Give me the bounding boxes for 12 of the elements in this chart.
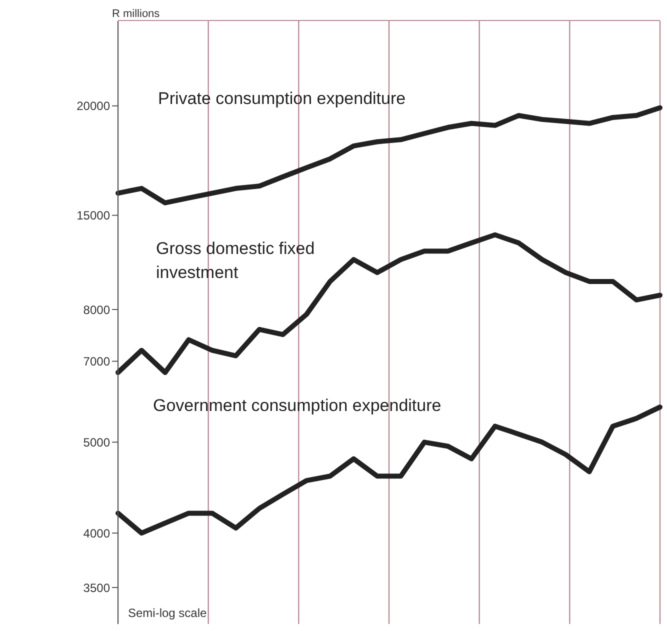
y-tick-label: 15000 bbox=[76, 208, 110, 223]
series-label: Government consumption expenditure bbox=[153, 395, 442, 417]
y-tick-label: 8000 bbox=[83, 302, 110, 317]
y-tick-label: 20000 bbox=[76, 99, 110, 114]
y-axis-title: R millions bbox=[112, 8, 161, 20]
y-tick-label: 3500 bbox=[83, 580, 110, 595]
y-tick-label: 7000 bbox=[83, 354, 110, 369]
y-tick-label: 4000 bbox=[83, 526, 110, 540]
series-label: Gross domestic fixed investment bbox=[156, 238, 316, 284]
y-tick-label: 5000 bbox=[83, 435, 110, 450]
series-label: Private consumption expenditure bbox=[158, 88, 407, 110]
annotation: Semi-log scale bbox=[128, 606, 207, 620]
